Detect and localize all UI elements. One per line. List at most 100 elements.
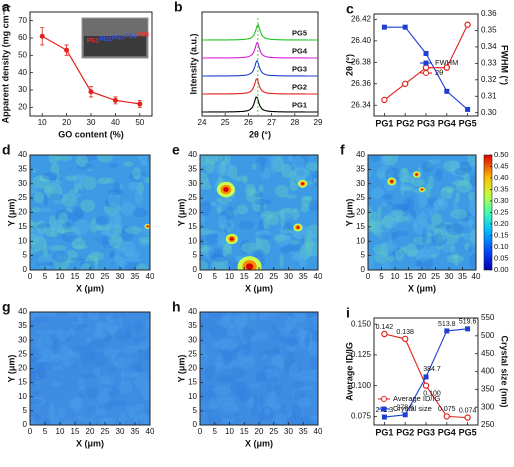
heatmap-patch bbox=[38, 176, 51, 183]
heatmap-patch bbox=[35, 220, 47, 235]
series-label: PG3 bbox=[292, 65, 307, 74]
heatmap-patch bbox=[95, 223, 102, 231]
y-tick-label: 5 bbox=[361, 251, 366, 260]
x-tick-label: 25 bbox=[101, 427, 110, 436]
heatmap-patch bbox=[380, 232, 399, 241]
heatmap-patch bbox=[262, 401, 281, 411]
heatmap-patch bbox=[213, 402, 220, 417]
y-tick-label: 40 bbox=[188, 307, 197, 316]
colorbar-tick-label: 0.15 bbox=[494, 230, 509, 239]
y-tick-label: 30 bbox=[18, 85, 27, 94]
heatmap-patch bbox=[99, 375, 114, 392]
heatmap-patch bbox=[48, 260, 63, 267]
heatmap-patch bbox=[426, 159, 434, 170]
y-axis-label: 2θ (°) bbox=[344, 54, 354, 76]
x-tick-label: 25 bbox=[431, 272, 440, 281]
heatmap-patch bbox=[373, 244, 387, 254]
y-tick-label: 5 bbox=[193, 251, 198, 260]
x-tick-label: 15 bbox=[71, 272, 80, 281]
heatmap-patch bbox=[65, 207, 73, 213]
heatmap-patch bbox=[104, 401, 113, 410]
x-tick-label: 40 bbox=[314, 427, 323, 436]
heatmap-patch bbox=[272, 156, 285, 172]
heatmap-patch bbox=[34, 330, 48, 335]
heatmap-patch bbox=[455, 191, 461, 203]
heatmap-patch bbox=[392, 215, 409, 223]
heatmap-patch bbox=[219, 224, 233, 229]
xrd-curve bbox=[202, 78, 318, 95]
heatmap-patch bbox=[221, 323, 240, 328]
heatmap-patch bbox=[407, 250, 419, 256]
heatmap-patch bbox=[270, 347, 276, 353]
heatmap-patch bbox=[255, 231, 264, 246]
x-tick-label: 40 bbox=[111, 118, 120, 127]
heatmap-patch bbox=[308, 315, 318, 332]
heatmap-patch bbox=[95, 215, 109, 227]
heatmap-patch bbox=[275, 336, 281, 343]
heatmap-patch bbox=[103, 201, 121, 216]
hot-spot-core bbox=[230, 237, 234, 241]
y-tick-label: 25 bbox=[356, 193, 365, 202]
heatmap-patch bbox=[468, 191, 475, 202]
heatmap-patch bbox=[223, 221, 232, 237]
heatmap-patch bbox=[114, 360, 125, 367]
marker bbox=[88, 89, 94, 95]
heatmap-patch bbox=[241, 312, 249, 318]
colorbar-tick-label: 0.20 bbox=[494, 219, 509, 228]
heatmap-patch bbox=[470, 229, 476, 245]
heatmap-patch bbox=[84, 418, 96, 424]
y-tick-label: 10 bbox=[188, 236, 197, 245]
heatmap-patch bbox=[398, 247, 408, 253]
heatmap-patch bbox=[112, 224, 123, 235]
heatmap-patch bbox=[462, 232, 476, 241]
x-tick-label: PG2 bbox=[396, 118, 414, 128]
heatmap-patch bbox=[381, 215, 394, 229]
x-axis-label: X (μm) bbox=[408, 283, 436, 293]
y-axis-label: Apparent density (mg cm⁻³) bbox=[0, 5, 10, 124]
heatmap-patch bbox=[69, 312, 84, 318]
heatmap-patch bbox=[467, 245, 473, 252]
heatmap-patch bbox=[259, 350, 266, 356]
heatmap-patch bbox=[103, 332, 113, 343]
heatmap-patch bbox=[290, 169, 309, 182]
heatmap-patch bbox=[115, 349, 129, 358]
heatmap-patch bbox=[33, 191, 44, 204]
x-tick-label: 20 bbox=[86, 272, 95, 281]
heatmap-patch bbox=[440, 186, 454, 200]
y2-axis-label: FWHM (°) bbox=[500, 45, 510, 85]
heatmap-patch bbox=[400, 181, 405, 196]
heatmap-patch bbox=[450, 208, 468, 220]
heatmap-patch bbox=[109, 234, 123, 249]
marker bbox=[464, 414, 471, 421]
y2-tick-label: 0.33 bbox=[481, 58, 497, 67]
y-tick-label: 15 bbox=[188, 378, 197, 387]
hot-spot-core bbox=[296, 226, 300, 229]
heatmap-patch bbox=[106, 319, 118, 335]
marker bbox=[137, 101, 143, 107]
heatmap-patch bbox=[281, 163, 292, 178]
heatmap-patch bbox=[200, 200, 211, 217]
heatmap-patch bbox=[309, 321, 318, 333]
colorbar-tick-label: 0.35 bbox=[494, 184, 509, 193]
x-tick-label: 5 bbox=[213, 272, 218, 281]
x-tick-label: 10 bbox=[225, 272, 234, 281]
heatmap-patch bbox=[435, 239, 445, 250]
heatmap-patch bbox=[205, 155, 218, 165]
heatmap-patch bbox=[32, 351, 49, 358]
x-tick-label: 35 bbox=[131, 272, 140, 281]
heatmap-patch bbox=[69, 356, 78, 371]
y2-tick-label: 0.35 bbox=[481, 26, 497, 35]
heatmap-patch bbox=[284, 234, 292, 241]
heatmap-patch bbox=[140, 386, 150, 400]
heatmap-patch bbox=[221, 341, 239, 350]
heatmap-patch bbox=[118, 412, 127, 424]
y2-tick-label: 550 bbox=[481, 313, 495, 322]
heatmap-patch bbox=[266, 213, 280, 225]
heatmap-patch bbox=[54, 217, 67, 234]
heatmap-patch bbox=[48, 333, 61, 342]
y-axis-label: Intensity (a.u.) bbox=[188, 33, 198, 94]
marker bbox=[381, 24, 387, 30]
heatmap-patch bbox=[65, 355, 74, 361]
heatmap-patch bbox=[416, 213, 428, 226]
